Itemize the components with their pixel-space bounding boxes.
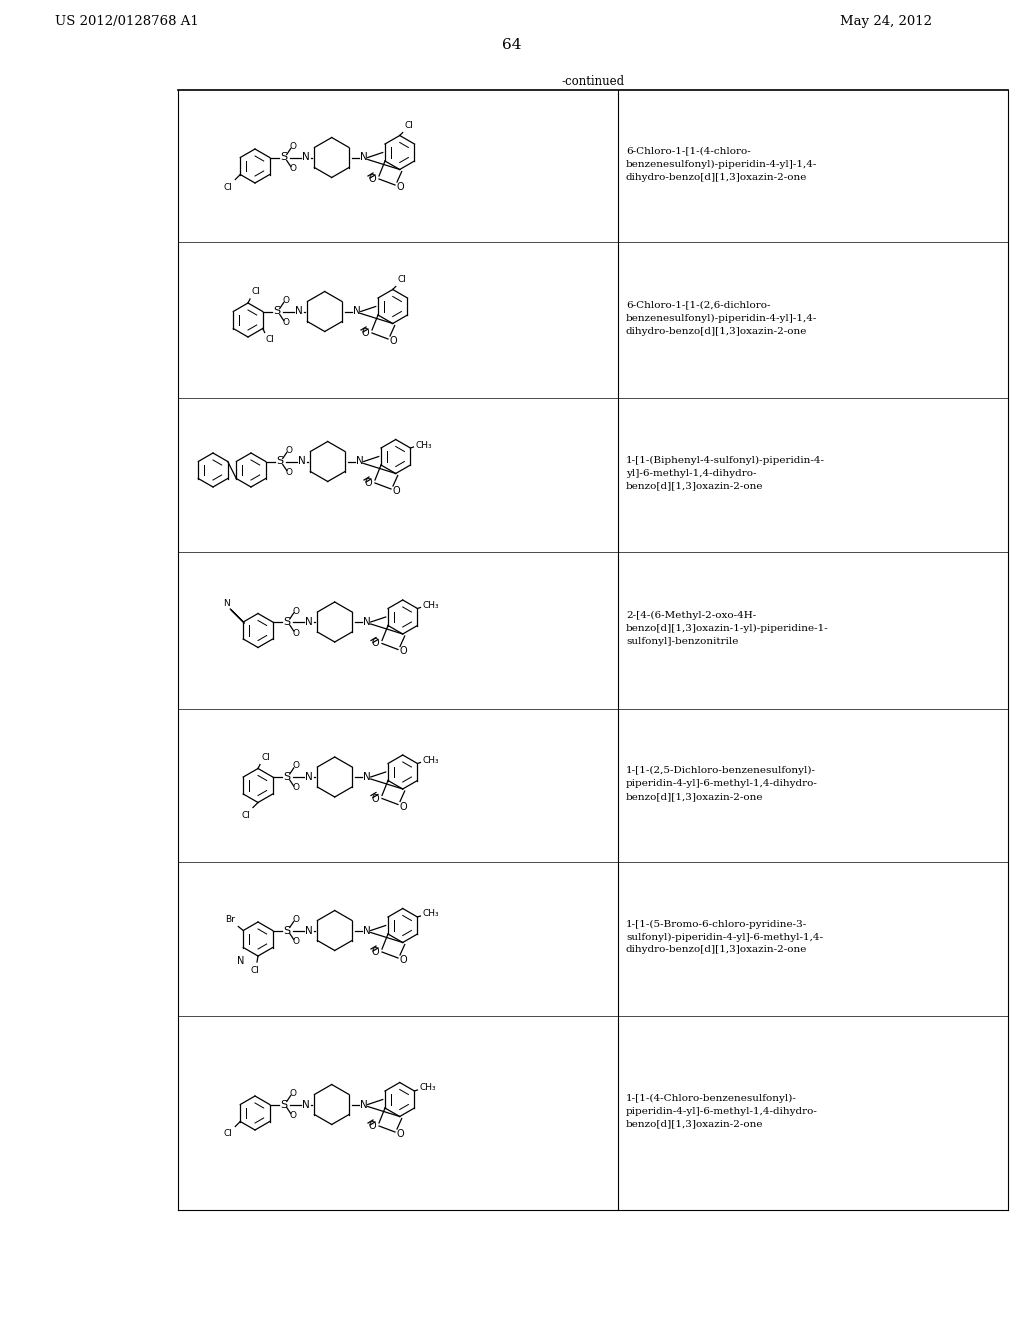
Text: O: O: [396, 182, 403, 191]
Text: S: S: [281, 153, 288, 162]
Text: N: N: [359, 153, 368, 162]
Text: dihydro-benzo[d][1,3]oxazin-2-one: dihydro-benzo[d][1,3]oxazin-2-one: [626, 173, 807, 181]
Text: O: O: [361, 327, 369, 338]
Text: Br: Br: [225, 916, 236, 924]
Text: O: O: [389, 337, 397, 346]
Text: S: S: [284, 616, 290, 627]
Text: N: N: [353, 306, 360, 317]
Text: N: N: [302, 1100, 309, 1110]
Text: O: O: [371, 793, 379, 804]
Text: 1-[1-(4-Chloro-benzenesulfonyl)-: 1-[1-(4-Chloro-benzenesulfonyl)-: [626, 1093, 797, 1102]
Text: O: O: [396, 1129, 403, 1139]
Text: N: N: [362, 925, 371, 936]
Text: piperidin-4-yl]-6-methyl-1,4-dihydro-: piperidin-4-yl]-6-methyl-1,4-dihydro-: [626, 779, 818, 788]
Text: O: O: [283, 318, 289, 327]
Text: Cl: Cl: [241, 810, 250, 820]
Text: dihydro-benzo[d][1,3]oxazin-2-one: dihydro-benzo[d][1,3]oxazin-2-one: [626, 945, 807, 954]
Text: N: N: [362, 772, 371, 781]
Text: US 2012/0128768 A1: US 2012/0128768 A1: [55, 15, 199, 28]
Text: O: O: [369, 1121, 376, 1131]
Text: piperidin-4-yl]-6-methyl-1,4-dihydro-: piperidin-4-yl]-6-methyl-1,4-dihydro-: [626, 1106, 818, 1115]
Text: benzo[d][1,3]oxazin-2-one: benzo[d][1,3]oxazin-2-one: [626, 792, 764, 801]
Text: O: O: [283, 296, 289, 305]
Text: 1-[1-(Biphenyl-4-sulfonyl)-piperidin-4-: 1-[1-(Biphenyl-4-sulfonyl)-piperidin-4-: [626, 455, 825, 465]
Text: O: O: [292, 784, 299, 792]
Text: O: O: [292, 915, 299, 924]
Text: O: O: [286, 446, 292, 455]
Text: 2-[4-(6-Methyl-2-oxo-4H-: 2-[4-(6-Methyl-2-oxo-4H-: [626, 611, 757, 620]
Text: benzenesulfonyl)-piperidin-4-yl]-1,4-: benzenesulfonyl)-piperidin-4-yl]-1,4-: [626, 314, 817, 322]
Text: CH₃: CH₃: [423, 601, 439, 610]
Text: O: O: [371, 946, 379, 957]
Text: O: O: [369, 174, 376, 183]
Text: N: N: [359, 1100, 368, 1110]
Text: O: O: [292, 937, 299, 946]
Text: S: S: [281, 1100, 288, 1110]
Text: N: N: [223, 598, 229, 607]
Text: O: O: [286, 469, 292, 477]
Text: O: O: [289, 164, 296, 173]
Text: Cl: Cl: [404, 121, 414, 131]
Text: CH₃: CH₃: [423, 909, 439, 919]
Text: Cl: Cl: [397, 276, 407, 285]
Text: 1-[1-(2,5-Dichloro-benzenesulfonyl)-: 1-[1-(2,5-Dichloro-benzenesulfonyl)-: [626, 766, 816, 775]
Text: 6-Chloro-1-[1-(4-chloro-: 6-Chloro-1-[1-(4-chloro-: [626, 147, 751, 156]
Text: N: N: [305, 616, 312, 627]
Text: -continued: -continued: [561, 75, 625, 88]
Text: 6-Chloro-1-[1-(2,6-dichloro-: 6-Chloro-1-[1-(2,6-dichloro-: [626, 301, 770, 309]
Text: N: N: [305, 925, 312, 936]
Text: S: S: [284, 772, 290, 781]
Text: benzo[d][1,3]oxazin-2-one: benzo[d][1,3]oxazin-2-one: [626, 482, 764, 491]
Text: O: O: [392, 486, 399, 496]
Text: S: S: [276, 457, 284, 466]
Text: benzenesulfonyl)-piperidin-4-yl]-1,4-: benzenesulfonyl)-piperidin-4-yl]-1,4-: [626, 160, 817, 169]
Text: CH₃: CH₃: [423, 756, 439, 766]
Text: N: N: [362, 616, 371, 627]
Text: benzo[d][1,3]oxazin-1-yl)-piperidine-1-: benzo[d][1,3]oxazin-1-yl)-piperidine-1-: [626, 624, 828, 634]
Text: Cl: Cl: [265, 335, 274, 345]
Text: Cl: Cl: [223, 182, 232, 191]
Text: CH₃: CH₃: [420, 1084, 436, 1093]
Text: N: N: [298, 457, 305, 466]
Text: dihydro-benzo[d][1,3]oxazin-2-one: dihydro-benzo[d][1,3]oxazin-2-one: [626, 326, 807, 335]
Text: N: N: [237, 956, 244, 965]
Text: May 24, 2012: May 24, 2012: [840, 15, 932, 28]
Text: O: O: [292, 762, 299, 771]
Text: Cl: Cl: [251, 966, 259, 975]
Text: S: S: [273, 306, 281, 317]
Text: N: N: [305, 772, 312, 781]
Text: N: N: [295, 306, 303, 317]
Text: benzo[d][1,3]oxazin-2-one: benzo[d][1,3]oxazin-2-one: [626, 1119, 764, 1129]
Text: O: O: [399, 801, 407, 812]
Text: O: O: [292, 606, 299, 615]
Text: O: O: [289, 1111, 296, 1119]
Text: O: O: [399, 954, 407, 965]
Text: CH₃: CH₃: [416, 441, 432, 450]
Text: sulfonyl)-piperidin-4-yl]-6-methyl-1,4-: sulfonyl)-piperidin-4-yl]-6-methyl-1,4-: [626, 932, 823, 941]
Text: N: N: [302, 153, 309, 162]
Text: O: O: [289, 143, 296, 150]
Text: O: O: [289, 1089, 296, 1098]
Text: O: O: [371, 639, 379, 648]
Text: sulfonyl]-benzonitrile: sulfonyl]-benzonitrile: [626, 638, 738, 645]
Text: O: O: [399, 647, 407, 656]
Text: Cl: Cl: [251, 286, 260, 296]
Text: N: N: [356, 457, 364, 466]
Text: 64: 64: [502, 38, 522, 51]
Text: O: O: [292, 628, 299, 638]
Text: Cl: Cl: [261, 752, 270, 762]
Text: 1-[1-(5-Bromo-6-chloro-pyridine-3-: 1-[1-(5-Bromo-6-chloro-pyridine-3-: [626, 920, 807, 929]
Text: O: O: [365, 478, 372, 488]
Text: S: S: [284, 925, 290, 936]
Text: yl]-6-methyl-1,4-dihydro-: yl]-6-methyl-1,4-dihydro-: [626, 469, 757, 478]
Text: Cl: Cl: [223, 1130, 232, 1138]
